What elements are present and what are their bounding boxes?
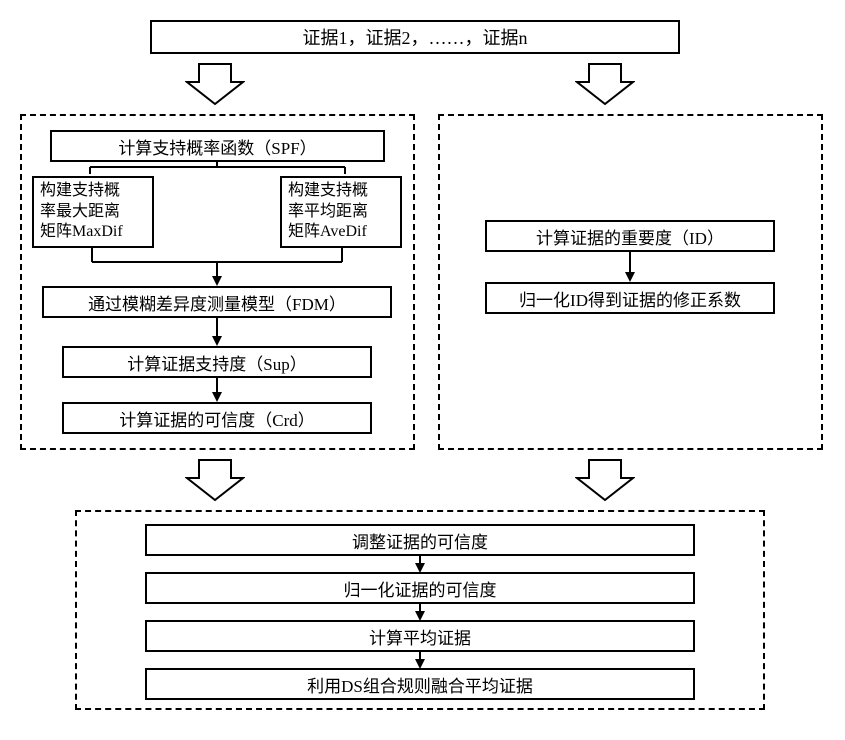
node-norm-id: 归一化ID得到证据的修正系数 bbox=[485, 282, 775, 314]
node-spf-text: 计算支持概率函数（SPF） bbox=[118, 134, 316, 159]
arrow-sup-crd bbox=[210, 378, 224, 404]
node-id-text: 计算证据的重要度（ID） bbox=[536, 224, 724, 249]
big-arrow-right-bottom bbox=[575, 458, 635, 502]
arrow-id-norm bbox=[623, 252, 637, 284]
node-sup: 计算证据支持度（Sup） bbox=[62, 346, 372, 378]
node-evidence-text: 证据1，证据2，……，证据n bbox=[303, 24, 528, 50]
big-arrow-left-bottom bbox=[185, 458, 245, 502]
arrow-fdm-sup bbox=[210, 318, 224, 348]
node-maxdif-text: 构建支持概 率最大距离 矩阵MaxDif bbox=[40, 181, 123, 243]
node-fdm-text: 通过模糊差异度测量模型（FDM） bbox=[88, 290, 346, 315]
node-ds-text: 利用DS组合规则融合平均证据 bbox=[307, 672, 533, 697]
node-avedif-text: 构建支持概 率平均距离 矩阵AveDif bbox=[288, 181, 368, 243]
node-fdm: 通过模糊差异度测量模型（FDM） bbox=[42, 286, 392, 318]
node-adjust: 调整证据的可信度 bbox=[145, 524, 695, 556]
connector-spf-split bbox=[50, 162, 385, 176]
node-id: 计算证据的重要度（ID） bbox=[485, 220, 775, 252]
node-crd-text: 计算证据的可信度（Crd） bbox=[119, 406, 315, 431]
big-arrow-right-top bbox=[575, 62, 635, 106]
big-arrow-left-top bbox=[185, 62, 245, 106]
connector-merge-fdm bbox=[32, 248, 402, 288]
node-sup-text: 计算证据支持度（Sup） bbox=[127, 350, 306, 375]
node-norm-crd: 归一化证据的可信度 bbox=[145, 572, 695, 604]
node-avedif: 构建支持概 率平均距离 矩阵AveDif bbox=[280, 176, 402, 248]
node-avg-text: 计算平均证据 bbox=[369, 624, 471, 649]
node-avg: 计算平均证据 bbox=[145, 620, 695, 652]
node-norm-id-text: 归一化ID得到证据的修正系数 bbox=[519, 286, 741, 311]
node-adjust-text: 调整证据的可信度 bbox=[352, 528, 488, 553]
node-evidence: 证据1，证据2，……，证据n bbox=[150, 20, 680, 54]
node-norm-crd-text: 归一化证据的可信度 bbox=[344, 576, 497, 601]
node-ds: 利用DS组合规则融合平均证据 bbox=[145, 668, 695, 700]
node-maxdif: 构建支持概 率最大距离 矩阵MaxDif bbox=[32, 176, 154, 248]
node-crd: 计算证据的可信度（Crd） bbox=[62, 402, 372, 434]
node-spf: 计算支持概率函数（SPF） bbox=[50, 130, 385, 162]
